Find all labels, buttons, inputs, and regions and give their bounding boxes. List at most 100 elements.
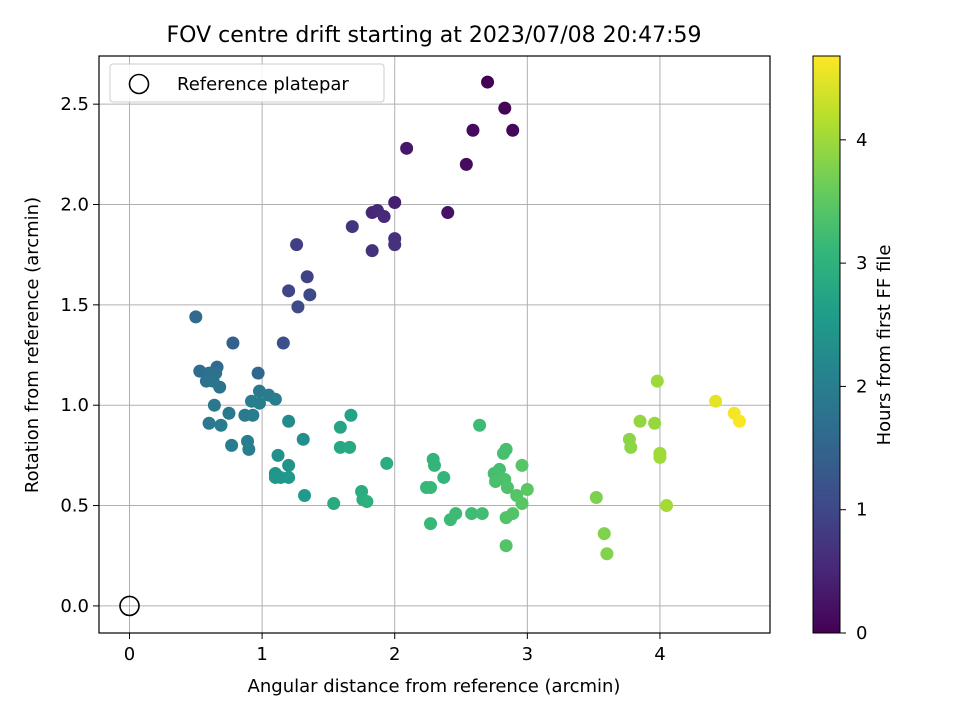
data-point [481, 75, 495, 89]
y-tick-label: 0.0 [60, 596, 89, 617]
data-point [388, 238, 402, 252]
data-point [252, 396, 266, 410]
x-tick-label: 0 [124, 644, 135, 665]
data-point [400, 141, 414, 155]
data-point [271, 448, 285, 462]
data-point [633, 414, 647, 428]
data-point [282, 414, 296, 428]
legend-box [109, 63, 385, 103]
colorbar-tick-label: 1 [856, 500, 867, 521]
legend: Reference platepar [109, 63, 385, 103]
data-point [733, 414, 746, 428]
data-point [202, 416, 216, 430]
data-point [276, 336, 290, 350]
colorbar-gradient [812, 55, 841, 634]
data-point [298, 489, 312, 503]
data-point [660, 499, 674, 513]
data-point [506, 123, 520, 137]
data-point [300, 270, 314, 284]
data-point [189, 310, 203, 324]
data-point [344, 408, 358, 422]
data-point [360, 495, 374, 509]
data-point [449, 507, 463, 521]
data-point [499, 442, 513, 456]
data-point [589, 491, 603, 505]
chart-title: FOV centre drift starting at 2023/07/08 … [167, 23, 702, 48]
data-point [222, 406, 236, 420]
data-point [282, 284, 296, 298]
data-point [648, 416, 662, 430]
data-point [303, 288, 317, 302]
colorbar-tick-label: 2 [856, 376, 867, 397]
data-point [441, 206, 455, 220]
data-point [428, 458, 441, 472]
data-point [506, 507, 520, 521]
data-point [465, 507, 479, 521]
y-tick-label: 1.5 [60, 295, 89, 316]
x-tick-label: 3 [522, 644, 533, 665]
data-point [333, 420, 347, 434]
data-point [437, 470, 451, 484]
data-point [424, 480, 438, 494]
colorbar-tick-label: 3 [856, 253, 867, 274]
data-point [207, 398, 221, 412]
data-point [424, 517, 438, 531]
data-point [624, 440, 638, 454]
data-point [475, 507, 489, 521]
data-point [365, 244, 379, 258]
data-point [333, 440, 347, 454]
y-tick-label: 1.0 [60, 395, 89, 416]
data-point [709, 394, 723, 408]
x-axis-label: Angular distance from reference (arcmin) [248, 676, 621, 697]
data-point [242, 442, 256, 456]
data-point [492, 462, 506, 476]
x-tick-label: 2 [389, 644, 400, 665]
data-point [251, 366, 265, 380]
data-point [597, 527, 611, 541]
colorbar-tick-label: 4 [856, 130, 867, 151]
axes-frame [98, 55, 771, 634]
data-point [380, 456, 394, 470]
colorbar-label: Hours from first FF file [874, 245, 895, 446]
data-point [213, 380, 227, 394]
colorbar: 0 1 2 3 4 [812, 55, 867, 644]
data-point [343, 440, 357, 454]
data-point [466, 123, 480, 137]
data-point [515, 458, 529, 472]
x-tick-label: 1 [256, 644, 267, 665]
data-point [459, 157, 473, 171]
data-point [653, 450, 667, 464]
legend-marker-icon [128, 73, 150, 95]
data-point [498, 101, 512, 115]
x-tick-label: 4 [654, 644, 665, 665]
reference-point-marker [119, 595, 140, 617]
data-point [290, 238, 304, 252]
data-point [226, 336, 240, 350]
data-point [500, 480, 514, 494]
plot-area: 0 1 2 3 4 0.0 0.5 1.0 1.5 2.0 2.5 [60, 55, 771, 665]
data-point [214, 418, 228, 432]
data-point [473, 418, 487, 432]
data-point [282, 470, 296, 484]
colorbar-tick-label: 0 [856, 623, 867, 644]
y-tick-label: 2.0 [60, 195, 89, 216]
data-point [515, 497, 529, 511]
data-point [327, 497, 341, 511]
data-point [650, 374, 664, 388]
y-tick-label: 2.5 [60, 94, 89, 115]
y-axis-label: Rotation from reference (arcmin) [22, 197, 43, 493]
data-point [282, 458, 296, 472]
legend-entry-reference: Reference platepar [177, 74, 349, 95]
data-point [377, 210, 391, 224]
y-tick-label: 0.5 [60, 496, 89, 517]
data-point [291, 300, 305, 314]
data-point [296, 432, 310, 446]
data-point [225, 438, 239, 452]
data-point [246, 408, 260, 422]
data-point [388, 196, 402, 210]
data-point [520, 483, 534, 497]
data-point [499, 539, 513, 553]
data-point [600, 547, 614, 561]
data-point [345, 220, 359, 234]
